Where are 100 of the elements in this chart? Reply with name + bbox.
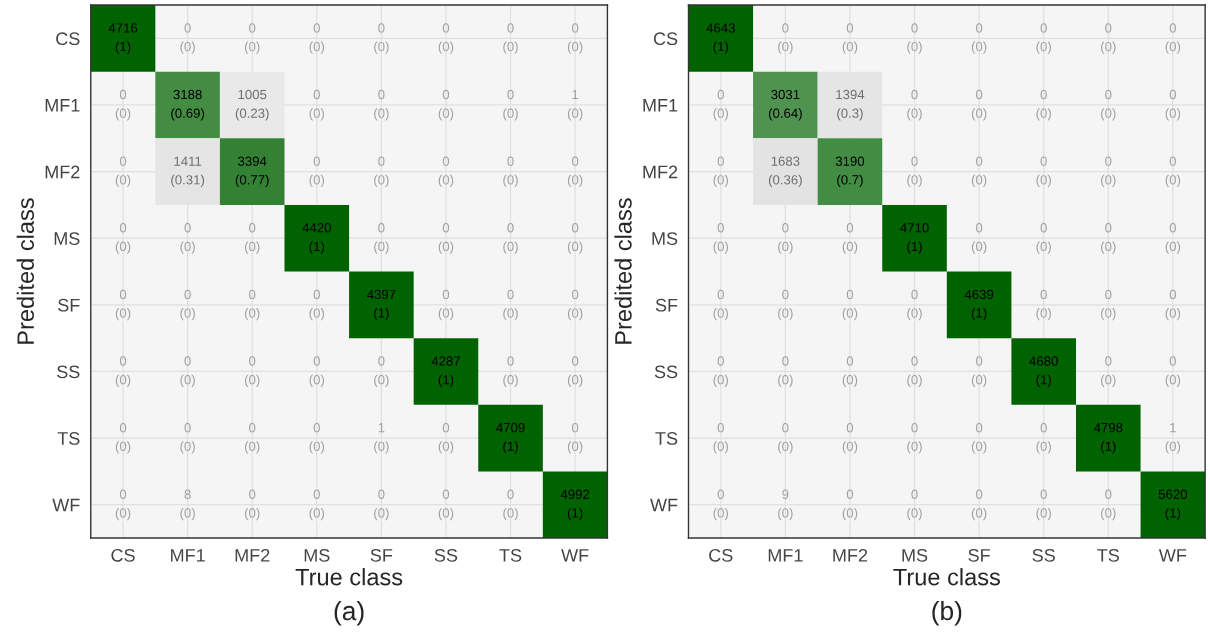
data-label: 0 <box>846 422 854 433</box>
data-label: 0 <box>442 489 450 499</box>
annotation: (0) <box>713 108 729 121</box>
data-label: 0 <box>571 356 579 366</box>
annotation: (0.3) <box>837 108 863 121</box>
y-tick-label: MF2 <box>643 165 678 179</box>
data-label: 0 <box>911 156 918 166</box>
annotation: (0) <box>438 41 454 54</box>
data-label: 1 <box>378 423 385 433</box>
data-label: 0 <box>1040 89 1047 100</box>
data-label: 0 <box>1040 156 1047 166</box>
data-label: 0 <box>249 422 256 433</box>
annotation: (0) <box>778 507 793 521</box>
annotation: (0) <box>1165 374 1181 387</box>
annotation: (0) <box>1036 308 1051 321</box>
data-label: 1683 <box>771 156 800 166</box>
annotation: (0) <box>1036 441 1051 454</box>
annotation: (0) <box>1165 441 1181 454</box>
annotation: (0) <box>374 507 389 521</box>
data-label: 0 <box>571 223 579 233</box>
data-label: 0 <box>378 223 385 233</box>
text: (b) <box>932 600 962 626</box>
annotation: (0) <box>713 374 729 387</box>
data-label: 0 <box>846 223 854 233</box>
annotation: (0) <box>244 41 260 54</box>
annotation: (0.7) <box>837 174 863 188</box>
annotation: (0) <box>244 308 260 321</box>
data-label: 1 <box>1170 423 1176 433</box>
data-label: 0 <box>717 156 724 166</box>
data-label: 4639 <box>964 289 994 300</box>
data-label: 0 <box>846 23 854 33</box>
annotation: (0) <box>115 507 131 521</box>
data-label: 0 <box>507 356 514 366</box>
data-label: 0 <box>442 89 450 100</box>
data-label: 3394 <box>238 156 267 166</box>
data-label: 0 <box>911 23 918 33</box>
data-label: 0 <box>1105 289 1112 300</box>
annotation: (0) <box>567 308 583 321</box>
data-label: 0 <box>442 223 450 233</box>
x-axis-title: True class <box>893 568 1000 586</box>
annotation: (0) <box>180 308 195 321</box>
annotation: (0) <box>971 174 987 188</box>
data-label: 4716 <box>108 23 138 33</box>
data-label: 0 <box>378 23 385 33</box>
x-tick-label: WF <box>1158 549 1187 562</box>
data-label: 0 <box>442 156 450 166</box>
annotation: (0) <box>115 108 131 121</box>
data-label: 0 <box>378 89 385 100</box>
annotation: (1) <box>115 41 131 54</box>
data-label: 0 <box>119 89 127 100</box>
annotation: (0) <box>1101 41 1116 54</box>
annotation: (0) <box>374 108 389 121</box>
annotation: (0) <box>1165 108 1181 121</box>
data-label: 0 <box>442 289 450 300</box>
annotation: (0) <box>778 441 793 454</box>
annotation: (0) <box>503 108 518 121</box>
annotation: (0) <box>115 374 131 387</box>
x-tick-label: MF1 <box>171 549 205 562</box>
data-label: 8 <box>184 489 191 499</box>
data-label: 0 <box>119 489 127 499</box>
data-label: 0 <box>119 223 127 233</box>
annotation: (0) <box>374 41 389 54</box>
data-label: 4710 <box>900 223 929 233</box>
annotation: (0) <box>438 174 454 188</box>
data-label: 0 <box>975 156 983 166</box>
annotation: (0) <box>503 174 518 188</box>
annotation: (0) <box>971 241 987 254</box>
annotation: (0) <box>907 174 922 188</box>
annotation: (0) <box>842 308 858 321</box>
y-tick-label: SS <box>57 365 80 379</box>
annotation: (0) <box>842 507 858 521</box>
annotation: (0) <box>1165 41 1181 54</box>
annotation: (0) <box>1101 241 1116 254</box>
data-label: 0 <box>313 422 320 433</box>
annotation: (0) <box>971 108 987 121</box>
data-label: 0 <box>782 23 789 33</box>
annotation: (0.23) <box>235 108 269 121</box>
annotation: (0) <box>244 507 260 521</box>
data-label: 9 <box>782 489 789 499</box>
data-label: 0 <box>119 289 127 300</box>
annotation: (1) <box>1101 441 1116 454</box>
data-label: 0 <box>782 422 789 433</box>
x-tick-label: MF2 <box>235 548 270 562</box>
data-label: 0 <box>1040 422 1047 433</box>
y-tick-label: TS <box>57 432 80 445</box>
annotation: (0) <box>374 441 389 454</box>
data-label: 0 <box>1105 356 1112 366</box>
data-label: 0 <box>911 489 918 499</box>
annotation: (1) <box>1165 507 1181 521</box>
data-label: 4643 <box>706 23 735 33</box>
x-tick-label: CS <box>709 548 733 562</box>
data-label: 0 <box>1105 489 1112 499</box>
data-label: 0 <box>249 489 256 499</box>
annotation: (0) <box>971 374 987 387</box>
annotation: (0) <box>907 308 922 321</box>
annotation: (0) <box>180 241 195 254</box>
data-label: 0 <box>1169 156 1177 166</box>
annotation: (0) <box>713 174 729 188</box>
annotation: (0) <box>503 41 518 54</box>
annotation: (0) <box>1101 507 1116 521</box>
